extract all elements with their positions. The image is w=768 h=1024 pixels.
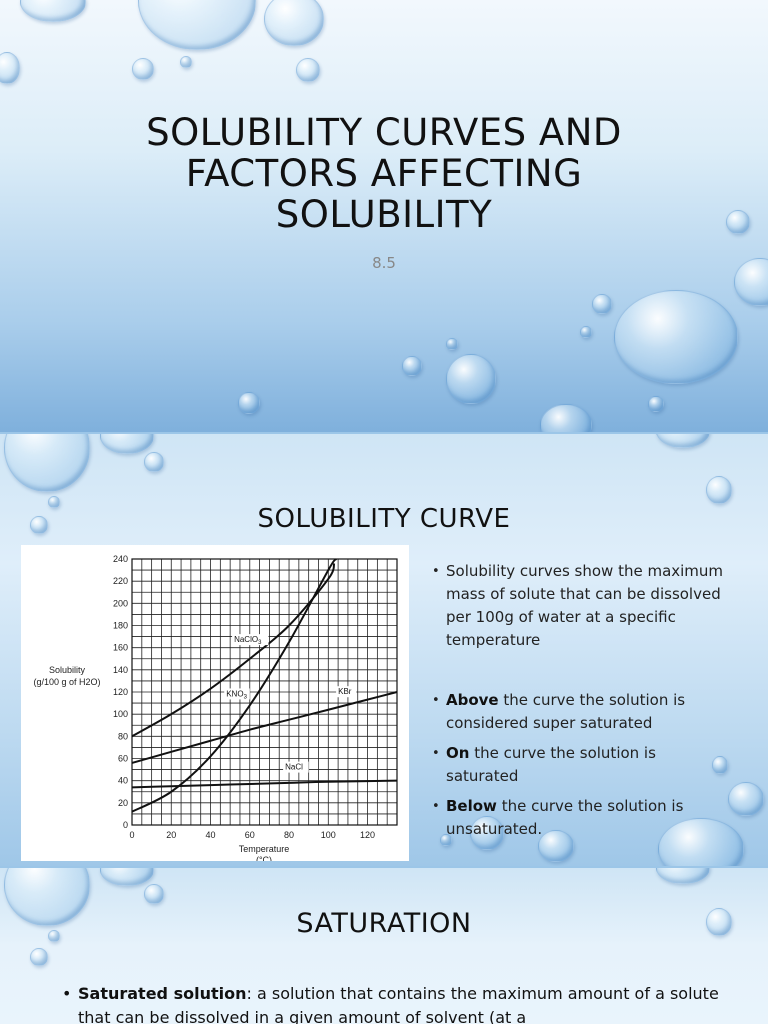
series-line-kbr — [131, 691, 398, 764]
solubility-chart-svg: 0 20 40 60 80 100 120 140 160 180 200 220 240 0 20 40 60… — [33, 554, 398, 865]
x-tick-label: 120 — [360, 830, 375, 840]
water-drop-decoration — [30, 516, 48, 534]
series-label-bg — [224, 688, 250, 700]
water-drop-decoration — [0, 52, 20, 84]
water-drop-decoration — [264, 0, 324, 46]
solubility-chart: 0 20 40 60 80 100 120 140 160 180 200 220 240 0 20 40 60… — [21, 545, 409, 865]
water-drop-decoration — [656, 434, 710, 448]
bullet-list: Saturated solution: a solution that cont… — [62, 982, 722, 1024]
water-drop-decoration — [734, 258, 768, 306]
series-label-bg — [283, 761, 309, 773]
bullet-bold: On — [446, 744, 470, 762]
y-tick-label: 80 — [118, 731, 128, 741]
water-drop-decoration — [132, 58, 154, 80]
water-drop-decoration — [728, 782, 764, 816]
bullet-text: : a solution that contains the maximum a… — [78, 984, 719, 1024]
bullet-item: On the curve the solution is saturated — [432, 742, 732, 788]
water-drop-decoration — [100, 434, 154, 454]
water-drop-decoration — [296, 58, 320, 82]
bullet-bold: Saturated solution — [78, 984, 247, 1003]
water-drop-decoration — [726, 210, 750, 234]
water-drop-decoration — [30, 948, 48, 966]
bullet-item: Below the curve the solution is unsatura… — [432, 795, 732, 841]
bullet-text: the curve the solution is saturated — [446, 744, 656, 785]
x-tick-label: 20 — [166, 830, 176, 840]
y-tick-label: 200 — [113, 598, 128, 608]
water-drop-decoration — [706, 908, 732, 936]
series-label-bg — [336, 686, 357, 698]
x-tick-label: 80 — [284, 830, 294, 840]
water-drop-decoration — [648, 396, 664, 412]
water-drop-decoration — [180, 56, 192, 68]
y-tick-label: 40 — [118, 776, 128, 786]
water-drop-decoration — [138, 0, 256, 50]
series-line-kno3 — [131, 558, 337, 813]
bullet-bold: Below — [446, 797, 497, 815]
water-drop-decoration — [20, 0, 86, 22]
series-label-bg — [232, 634, 269, 646]
water-drop-decoration — [580, 326, 592, 338]
slide-subtitle: 8.5 — [372, 254, 396, 272]
y-tick-label: 140 — [113, 665, 128, 675]
bullet-list: Solubility curves show the maximum mass … — [432, 560, 732, 841]
water-drop-decoration — [144, 452, 164, 472]
water-drop-decoration — [48, 496, 60, 508]
water-drop-decoration — [402, 356, 422, 376]
y-tick-label: 20 — [118, 798, 128, 808]
y-axis-label: Solubility (g/100 g of H2O) — [33, 665, 100, 687]
water-drop-decoration — [614, 290, 738, 384]
bullet-text: Solubility curves show the maximum mass … — [446, 562, 724, 649]
water-drop-decoration — [238, 392, 260, 414]
x-tick-label: 40 — [206, 830, 216, 840]
bullet-text: the curve the solution is considered sup… — [446, 691, 686, 732]
series-label: NaCl — [285, 763, 303, 772]
bullet-item: Solubility curves show the maximum mass … — [432, 560, 732, 652]
y-tick-label: 120 — [113, 687, 128, 697]
water-drop-decoration — [48, 930, 60, 942]
bullet-text: the curve the solution is unsaturated. — [446, 797, 684, 838]
y-tick-label: 220 — [113, 576, 128, 586]
x-axis-label: Temperature (°C) — [239, 844, 290, 861]
water-drop-decoration — [656, 868, 710, 884]
slide-title: SATURATION — [296, 908, 472, 939]
x-tick-label: 60 — [245, 830, 255, 840]
series-line-naclo3 — [131, 563, 336, 738]
water-drop-decoration — [540, 404, 592, 432]
water-drop-decoration — [4, 434, 90, 492]
water-drop-decoration — [144, 884, 164, 904]
series-label: KBr — [338, 687, 352, 696]
water-drop-decoration — [100, 868, 154, 886]
slide-title: SOLUBILITY CURVE — [257, 504, 511, 534]
y-tick-label: 240 — [113, 554, 128, 564]
saturation-slide: SATURATION Saturated solution: a solutio… — [0, 868, 768, 1024]
water-drop-decoration — [446, 338, 458, 350]
solubility-curve-slide: SOLUBILITY CURVE 0 20 40 60 80 100 120 140 160 18… — [0, 434, 768, 866]
bullet-item: Above the curve the solution is consider… — [432, 689, 732, 735]
x-tick-label: 0 — [129, 830, 134, 840]
y-tick-label: 60 — [118, 754, 128, 764]
title-slide: SOLUBILITY CURVES AND FACTORS AFFECTING … — [0, 0, 768, 432]
water-drop-decoration — [446, 354, 496, 404]
y-tick-label: 160 — [113, 643, 128, 653]
water-drop-decoration — [706, 476, 732, 504]
bullet-item: Saturated solution: a solution that cont… — [62, 982, 722, 1024]
x-tick-label: 100 — [321, 830, 336, 840]
series-label: KNO3 — [226, 689, 247, 700]
y-tick-label: 100 — [113, 709, 128, 719]
slide-title: SOLUBILITY CURVES AND FACTORS AFFECTING … — [146, 111, 622, 236]
bullet-bold: Above — [446, 691, 499, 709]
y-tick-label: 180 — [113, 621, 128, 631]
water-drop-decoration — [592, 294, 612, 314]
series-line-nacl — [131, 779, 398, 789]
series-label: NaClO3 — [234, 635, 262, 646]
y-tick-label: 0 — [123, 820, 128, 830]
